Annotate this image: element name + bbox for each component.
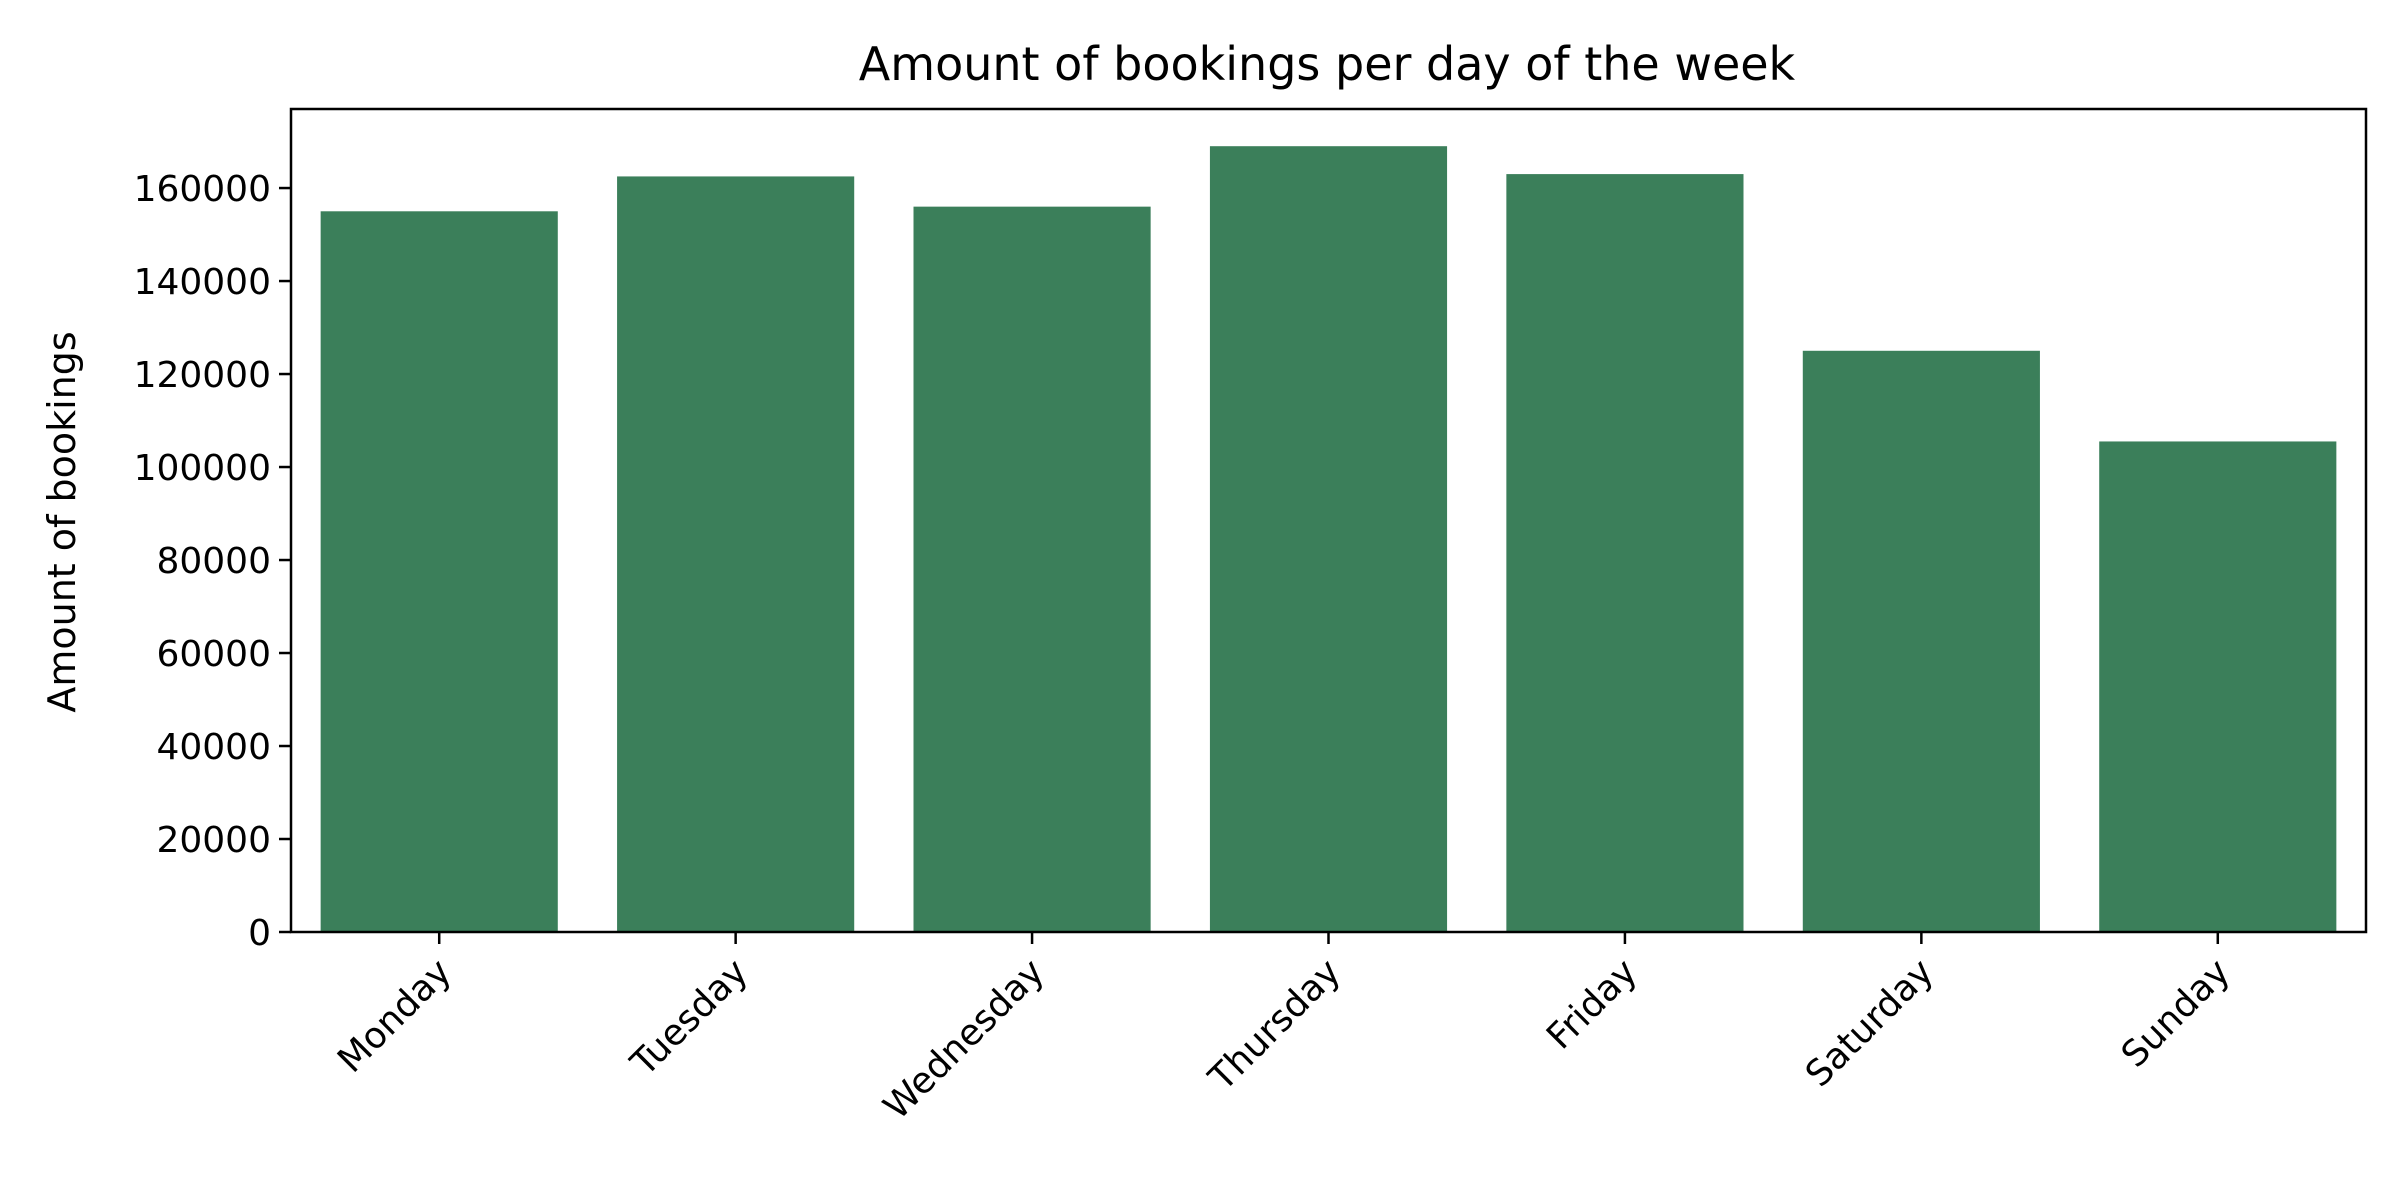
- chart-title: Amount of bookings per day of the week: [859, 37, 1796, 91]
- y-axis-ticks: 0 20000 40000 60000 80000 100000 120000 140000 1…: [134, 169, 291, 954]
- plot-frame: [289, 107, 2368, 934]
- x-tick-label-wednesday: Wednesday: [876, 951, 1052, 1127]
- bar-sunday: [2099, 441, 2337, 932]
- x-axis-ticks: Monday Tuesday Wednesday Thursday Friday Satu…: [330, 932, 2238, 1128]
- x-tick-label-sunday: Sunday: [2114, 951, 2238, 1075]
- x-tick-label-monday: Monday: [330, 951, 459, 1080]
- y-axis-label: Amount of bookings: [40, 331, 84, 712]
- bar-thursday: [1209, 146, 1448, 932]
- y-tick-label: 160000: [134, 169, 271, 210]
- y-tick-label: 100000: [134, 448, 271, 489]
- y-tick-label: 120000: [134, 355, 271, 396]
- y-tick-label: 140000: [134, 262, 271, 303]
- bars-group: [320, 146, 2337, 933]
- y-tick-label: 80000: [156, 541, 271, 582]
- y-tick-label: 0: [248, 913, 271, 954]
- y-tick-label: 20000: [156, 820, 271, 861]
- bar-tuesday: [617, 176, 855, 932]
- bar-wednesday: [913, 206, 1151, 933]
- y-tick-label: 40000: [156, 727, 271, 768]
- y-tick-label: 60000: [156, 634, 271, 675]
- x-tick-label-saturday: Saturday: [1798, 951, 1942, 1095]
- bar-saturday: [1802, 350, 2040, 933]
- bar-monday: [320, 211, 558, 932]
- bar-friday: [1506, 174, 1744, 932]
- x-tick-label-tuesday: Tuesday: [623, 951, 756, 1084]
- x-tick-label-thursday: Thursday: [1201, 951, 1349, 1099]
- x-tick-label-friday: Friday: [1539, 951, 1645, 1057]
